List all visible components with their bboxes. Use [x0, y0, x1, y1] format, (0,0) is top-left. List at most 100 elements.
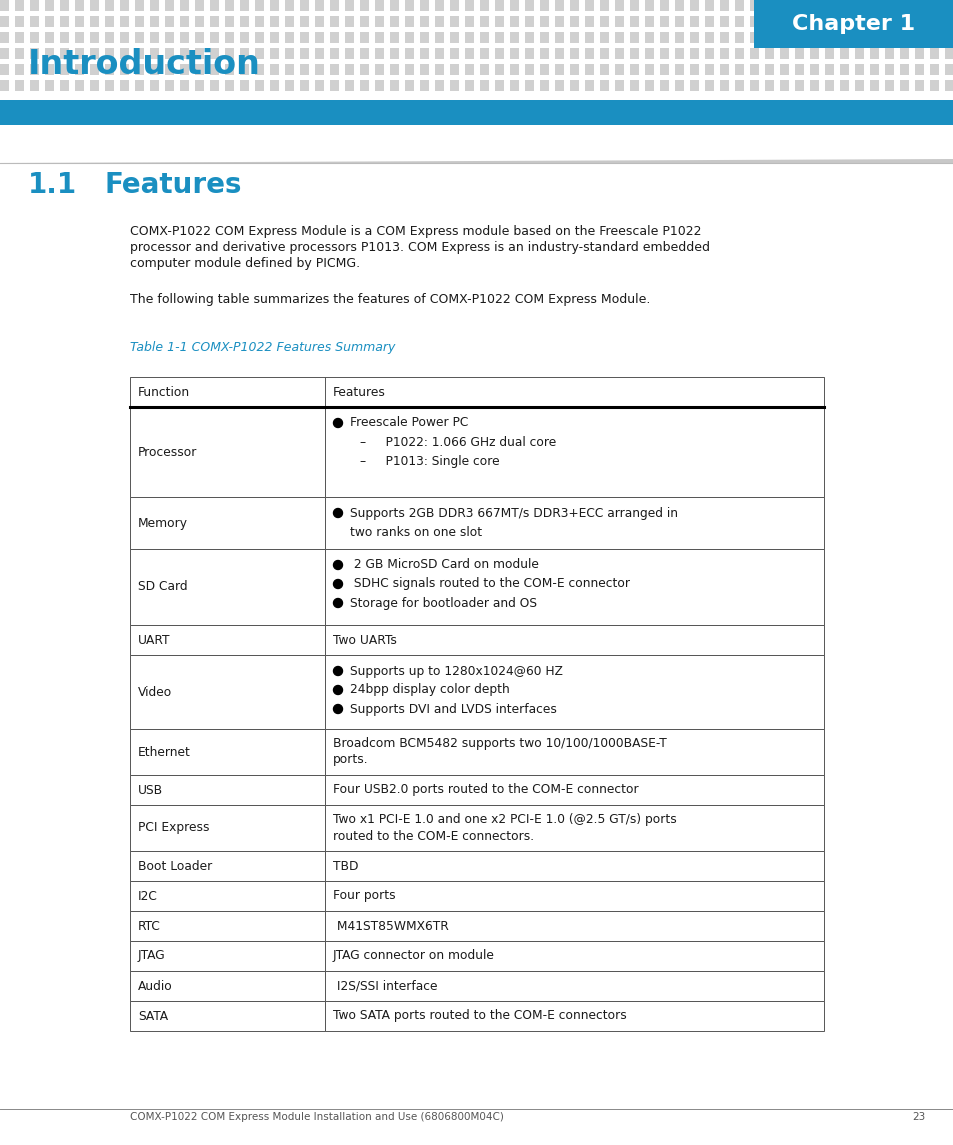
Bar [130, 881, 325, 911]
Bar [524, 48, 534, 60]
Bar [405, 32, 414, 44]
Bar [479, 80, 489, 90]
Bar [435, 16, 443, 27]
Bar [375, 48, 384, 60]
Bar [479, 0, 489, 11]
Bar [345, 16, 354, 27]
Bar [869, 0, 878, 11]
Bar [270, 80, 278, 90]
Bar [675, 16, 683, 27]
Bar [314, 0, 324, 11]
Text: PCI Express: PCI Express [138, 821, 210, 835]
Bar [359, 80, 369, 90]
Bar [840, 80, 848, 90]
Bar [753, 0, 953, 48]
Bar [390, 32, 398, 44]
Bar [720, 48, 728, 60]
Bar [359, 32, 369, 44]
Bar [120, 80, 129, 90]
Bar [135, 48, 144, 60]
Bar [135, 64, 144, 76]
Bar [30, 16, 39, 27]
Bar [495, 64, 503, 76]
Bar [150, 48, 159, 60]
Text: USB: USB [138, 783, 163, 797]
Bar [359, 48, 369, 60]
Bar [495, 32, 503, 44]
Bar [60, 80, 69, 90]
Bar [419, 32, 429, 44]
Bar [225, 32, 233, 44]
Text: Supports DVI and LVDS interfaces: Supports DVI and LVDS interfaces [350, 703, 557, 716]
Bar [405, 80, 414, 90]
Bar [325, 1001, 823, 1030]
Bar [615, 64, 623, 76]
Bar [210, 80, 219, 90]
Bar [780, 0, 788, 11]
Bar [90, 48, 99, 60]
Circle shape [334, 599, 342, 608]
Bar [764, 64, 773, 76]
Bar [464, 64, 474, 76]
Bar [720, 80, 728, 90]
Bar [555, 32, 563, 44]
Bar [764, 80, 773, 90]
Bar [689, 80, 699, 90]
Bar [435, 48, 443, 60]
Bar [899, 48, 908, 60]
Bar [675, 48, 683, 60]
Bar [325, 941, 823, 971]
Bar [539, 80, 548, 90]
Bar [884, 16, 893, 27]
Bar [45, 16, 54, 27]
Text: ports.: ports. [333, 753, 368, 766]
Bar [314, 16, 324, 27]
Bar [135, 0, 144, 11]
Bar [270, 48, 278, 60]
Text: UART: UART [138, 633, 171, 647]
Bar [704, 48, 713, 60]
Text: TBD: TBD [333, 860, 358, 872]
Bar [130, 625, 325, 655]
Bar [599, 80, 608, 90]
Bar [659, 64, 668, 76]
Bar [659, 48, 668, 60]
Text: RTC: RTC [138, 919, 161, 932]
Bar [180, 48, 189, 60]
Bar [659, 80, 668, 90]
Bar [780, 16, 788, 27]
Bar [869, 16, 878, 27]
Bar [510, 64, 518, 76]
Bar [809, 64, 818, 76]
Bar [375, 32, 384, 44]
Bar [734, 0, 743, 11]
Bar [105, 64, 113, 76]
Text: SDHC signals routed to the COM-E connector: SDHC signals routed to the COM-E connect… [350, 577, 629, 591]
Bar [130, 851, 325, 881]
Bar [60, 16, 69, 27]
Bar [840, 0, 848, 11]
Bar [135, 16, 144, 27]
Bar [0, 16, 9, 27]
Bar [794, 80, 803, 90]
Bar [809, 80, 818, 90]
Bar [644, 64, 654, 76]
Bar [90, 0, 99, 11]
Bar [734, 80, 743, 90]
Bar [854, 80, 863, 90]
Bar [884, 0, 893, 11]
Text: Function: Function [138, 386, 190, 398]
Bar [944, 16, 953, 27]
Bar [929, 16, 938, 27]
Bar [780, 64, 788, 76]
Text: 24bpp display color depth: 24bpp display color depth [350, 684, 509, 696]
Bar [130, 775, 325, 805]
Bar [704, 32, 713, 44]
Circle shape [334, 666, 342, 676]
Bar [840, 32, 848, 44]
Bar [240, 80, 249, 90]
Bar [299, 16, 309, 27]
Bar [539, 16, 548, 27]
Text: Four ports: Four ports [333, 890, 395, 902]
Bar [270, 16, 278, 27]
